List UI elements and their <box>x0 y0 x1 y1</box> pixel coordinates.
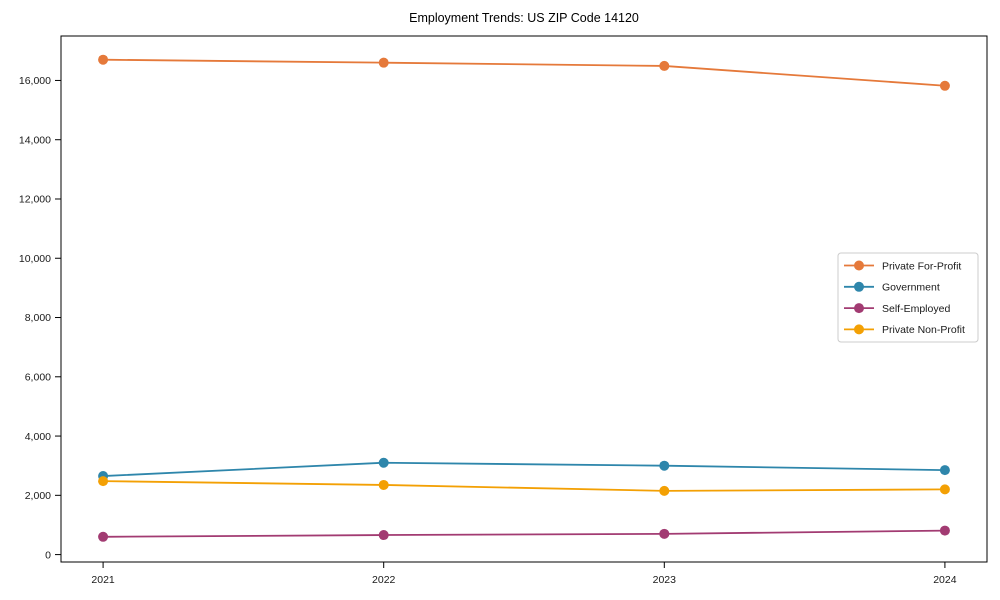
x-axis-tick-label: 2022 <box>372 574 396 586</box>
legend-marker-icon <box>854 281 864 292</box>
series-line-private-non-profit <box>103 480 945 492</box>
plot-area-border <box>60 35 988 563</box>
y-axis-tick-label: 16,000 <box>19 75 51 87</box>
x-axis-tick-label: 2024 <box>933 574 957 586</box>
y-axis-tick-label: 14,000 <box>19 134 51 146</box>
legend-label: Private Non-Profit <box>882 324 965 336</box>
x-axis-tick-label: 2023 <box>653 574 677 586</box>
legend-label: Self-Employed <box>882 303 950 315</box>
legend-label: Government <box>882 282 940 294</box>
series-line-private-for-profit <box>103 58 945 87</box>
data-point-self-employed <box>659 528 670 539</box>
data-point-private-for-profit <box>98 54 109 65</box>
series-line-self-employed <box>103 529 945 538</box>
x-axis-tick-label: 2021 <box>91 574 115 586</box>
data-point-private-for-profit <box>659 60 670 71</box>
y-axis-tick-label: 12,000 <box>19 194 51 206</box>
legend-label: Private For-Profit <box>882 260 961 272</box>
data-point-self-employed <box>939 525 950 536</box>
data-point-private-non-profit <box>659 485 670 496</box>
data-point-private-non-profit <box>98 476 109 487</box>
data-point-government <box>939 465 950 476</box>
legend-marker-icon <box>854 260 864 271</box>
y-axis-tick-label: 4,000 <box>25 431 51 443</box>
y-axis-tick-label: 0 <box>45 549 51 561</box>
data-point-government <box>378 457 389 468</box>
y-axis-tick-label: 2,000 <box>25 490 51 502</box>
data-point-private-non-profit <box>378 479 389 490</box>
data-point-self-employed <box>378 530 389 541</box>
chart-title: Employment Trends: US ZIP Code 14120 <box>409 11 639 25</box>
legend-box <box>837 252 979 343</box>
data-point-self-employed <box>98 531 109 542</box>
y-axis-tick-label: 6,000 <box>25 371 51 383</box>
data-point-private-for-profit <box>378 57 389 68</box>
data-point-private-for-profit <box>939 80 950 91</box>
y-axis-tick-label: 10,000 <box>19 253 51 265</box>
y-axis-tick-label: 8,000 <box>25 312 51 324</box>
data-point-government <box>659 460 670 471</box>
legend-marker-icon <box>854 303 864 314</box>
legend-marker-icon <box>854 324 864 335</box>
series-line-government <box>103 461 945 477</box>
data-point-private-non-profit <box>939 484 950 495</box>
